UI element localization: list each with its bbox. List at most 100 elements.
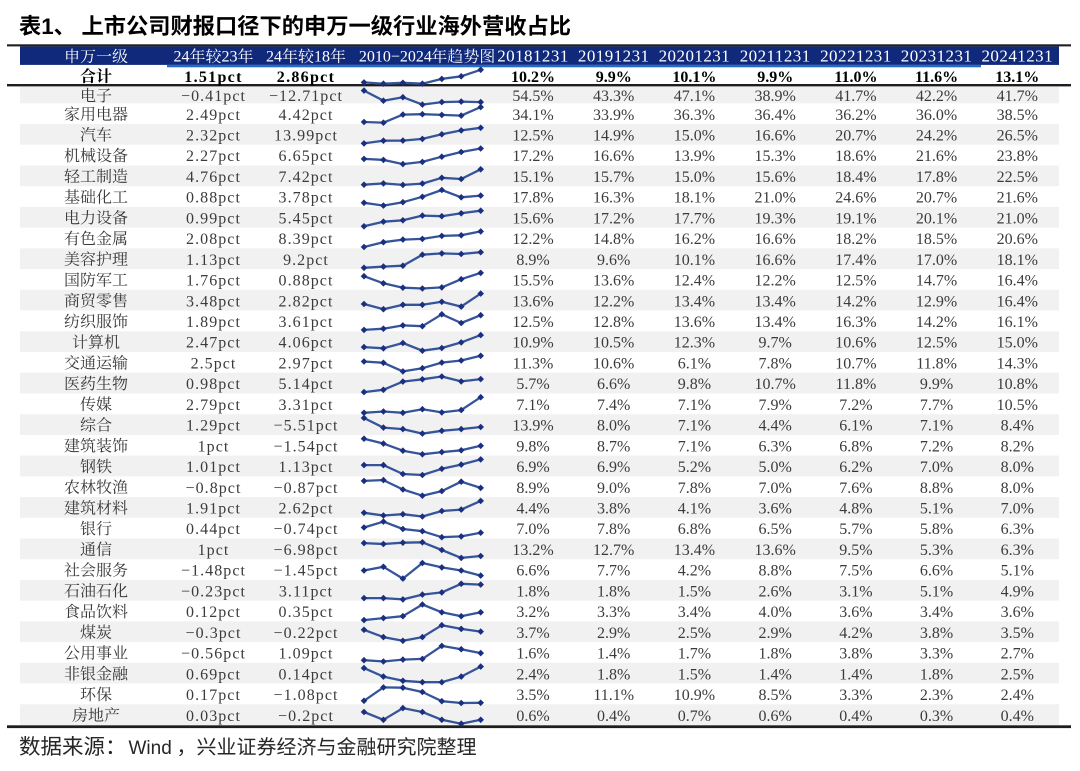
svg-text:18.5%: 18.5%: [916, 231, 957, 248]
svg-text:23.8%: 23.8%: [997, 148, 1038, 165]
svg-text:9.9%: 9.9%: [757, 69, 793, 86]
svg-text:7.8%: 7.8%: [678, 480, 711, 497]
svg-text:8.2%: 8.2%: [1001, 438, 1034, 455]
svg-text:2.86pct: 2.86pct: [277, 69, 335, 86]
svg-text:18.1%: 18.1%: [997, 252, 1038, 269]
svg-text:7.2%: 7.2%: [920, 438, 953, 455]
svg-text:3.6%: 3.6%: [839, 604, 872, 621]
svg-text:3.11pct: 3.11pct: [279, 583, 333, 600]
svg-text:15.1%: 15.1%: [512, 169, 553, 186]
svg-text:1.7%: 1.7%: [678, 646, 711, 663]
svg-text:2.82pct: 2.82pct: [279, 293, 334, 310]
svg-text:0.88pct: 0.88pct: [186, 190, 241, 207]
svg-text:17.0%: 17.0%: [916, 252, 957, 269]
svg-text:24.6%: 24.6%: [835, 190, 876, 207]
svg-text:7.7%: 7.7%: [597, 563, 630, 580]
svg-text:8.9%: 8.9%: [516, 480, 549, 497]
svg-text:6.8%: 6.8%: [678, 521, 711, 538]
svg-text:0.3%: 0.3%: [920, 708, 953, 725]
svg-text:7.1%: 7.1%: [678, 418, 711, 435]
svg-text:−0.2pct: −0.2pct: [278, 708, 334, 725]
svg-text:17.2%: 17.2%: [512, 148, 553, 165]
svg-text:16.6%: 16.6%: [755, 252, 796, 269]
svg-text:1.51pct: 1.51pct: [184, 69, 242, 86]
svg-text:0.35pct: 0.35pct: [279, 604, 334, 621]
svg-text:1.8%: 1.8%: [597, 666, 630, 683]
svg-text:3.4%: 3.4%: [920, 604, 953, 621]
svg-text:12.7%: 12.7%: [593, 542, 634, 559]
svg-text:5.3%: 5.3%: [920, 542, 953, 559]
svg-text:18.4%: 18.4%: [835, 169, 876, 186]
svg-text:22.5%: 22.5%: [997, 169, 1038, 186]
svg-text:18.2%: 18.2%: [835, 231, 876, 248]
svg-text:21.6%: 21.6%: [997, 190, 1038, 207]
svg-text:41.7%: 41.7%: [997, 88, 1038, 105]
svg-text:2.9%: 2.9%: [759, 625, 792, 642]
svg-text:36.3%: 36.3%: [674, 107, 715, 124]
svg-text:5.1%: 5.1%: [1001, 563, 1034, 580]
svg-text:47.1%: 47.1%: [674, 88, 715, 105]
svg-text:6.1%: 6.1%: [678, 356, 711, 373]
svg-text:3.3%: 3.3%: [920, 646, 953, 663]
svg-text:12.4%: 12.4%: [674, 273, 715, 290]
svg-text:41.7%: 41.7%: [835, 88, 876, 105]
svg-text:0.44pct: 0.44pct: [186, 521, 241, 538]
svg-text:2.27pct: 2.27pct: [186, 148, 241, 165]
svg-text:12.3%: 12.3%: [674, 335, 715, 352]
svg-text:10.7%: 10.7%: [755, 376, 796, 393]
svg-text:6.3%: 6.3%: [1001, 542, 1034, 559]
svg-text:16.4%: 16.4%: [997, 293, 1038, 310]
svg-text:0.4%: 0.4%: [839, 708, 872, 725]
svg-text:9.0%: 9.0%: [597, 480, 630, 497]
svg-text:3.48pct: 3.48pct: [186, 293, 241, 310]
svg-text:1pct: 1pct: [198, 438, 230, 455]
svg-text:15.0%: 15.0%: [674, 128, 715, 145]
svg-text:0.03pct: 0.03pct: [186, 708, 241, 725]
svg-text:−1.48pct: −1.48pct: [181, 563, 246, 580]
svg-text:14.7%: 14.7%: [916, 273, 957, 290]
svg-text:19.3%: 19.3%: [755, 210, 796, 227]
svg-text:2010−2024: 2010−2024: [359, 49, 432, 66]
svg-text:1.13pct: 1.13pct: [186, 252, 241, 269]
svg-text:−0.23pct: −0.23pct: [181, 583, 246, 600]
svg-text:7.5%: 7.5%: [839, 563, 872, 580]
svg-text:15.7%: 15.7%: [593, 169, 634, 186]
svg-text:−0.3pct: −0.3pct: [186, 625, 242, 642]
svg-text:20241231: 20241231: [981, 47, 1053, 66]
svg-text:0.12pct: 0.12pct: [186, 604, 241, 621]
svg-text:4.4%: 4.4%: [516, 501, 549, 518]
svg-text:13.99pct: 13.99pct: [274, 128, 338, 145]
svg-text:3.3%: 3.3%: [597, 604, 630, 621]
svg-text:9.6%: 9.6%: [597, 252, 630, 269]
svg-text:10.5%: 10.5%: [997, 397, 1038, 414]
svg-text:16.1%: 16.1%: [997, 314, 1038, 331]
svg-text:−6.98pct: −6.98pct: [274, 542, 339, 559]
svg-text:13.9%: 13.9%: [512, 418, 553, 435]
svg-text:−0.74pct: −0.74pct: [274, 521, 339, 538]
svg-text:1.29pct: 1.29pct: [186, 418, 241, 435]
svg-text:7.9%: 7.9%: [759, 397, 792, 414]
svg-text:9.8%: 9.8%: [516, 438, 549, 455]
svg-text:2.4%: 2.4%: [516, 666, 549, 683]
svg-text:1.4%: 1.4%: [839, 666, 872, 683]
svg-text:15.6%: 15.6%: [755, 169, 796, 186]
svg-text:1.09pct: 1.09pct: [279, 646, 334, 663]
svg-text:2.6%: 2.6%: [759, 583, 792, 600]
svg-text:1.89pct: 1.89pct: [186, 314, 241, 331]
svg-text:6.1%: 6.1%: [839, 418, 872, 435]
svg-text:12.5%: 12.5%: [512, 314, 553, 331]
svg-text:1.8%: 1.8%: [759, 646, 792, 663]
svg-text:12.5%: 12.5%: [916, 335, 957, 352]
svg-text:1.01pct: 1.01pct: [186, 459, 241, 476]
svg-text:9.7%: 9.7%: [759, 335, 792, 352]
svg-text:23: 23: [222, 49, 238, 66]
svg-text:−1.08pct: −1.08pct: [274, 687, 339, 704]
svg-text:24.2%: 24.2%: [916, 128, 957, 145]
svg-text:20221231: 20221231: [820, 47, 892, 66]
svg-text:9.2pct: 9.2pct: [283, 252, 329, 269]
svg-text:19.1%: 19.1%: [835, 210, 876, 227]
svg-text:10.6%: 10.6%: [835, 335, 876, 352]
svg-text:8.9%: 8.9%: [516, 252, 549, 269]
svg-text:12.5%: 12.5%: [835, 273, 876, 290]
svg-text:3.7%: 3.7%: [516, 625, 549, 642]
